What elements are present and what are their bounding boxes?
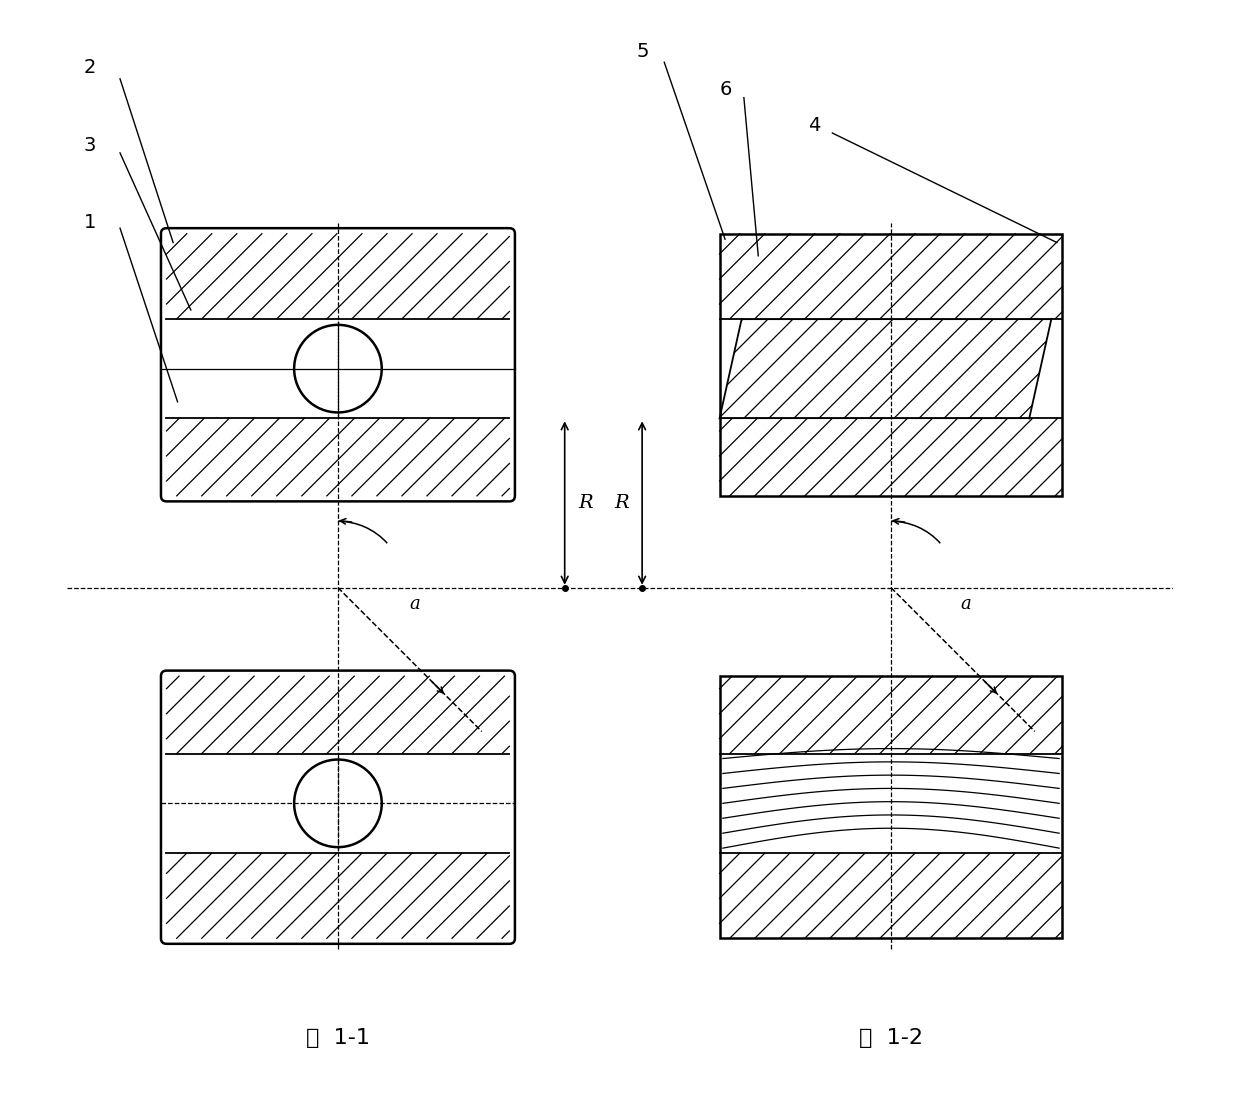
Bar xyxy=(719,234,1063,496)
Text: 4: 4 xyxy=(808,115,821,134)
Text: 图  1-1: 图 1-1 xyxy=(306,1028,370,1048)
Text: 1: 1 xyxy=(83,213,95,232)
Text: a: a xyxy=(410,595,420,614)
Text: R: R xyxy=(578,494,593,512)
Text: a: a xyxy=(961,595,971,614)
Text: 图  1-2: 图 1-2 xyxy=(859,1028,923,1048)
Text: 6: 6 xyxy=(719,81,732,100)
Text: 5: 5 xyxy=(636,41,649,60)
Bar xyxy=(719,676,1063,939)
Text: 3: 3 xyxy=(83,136,95,155)
Text: R: R xyxy=(614,494,629,512)
Text: 2: 2 xyxy=(83,58,95,77)
